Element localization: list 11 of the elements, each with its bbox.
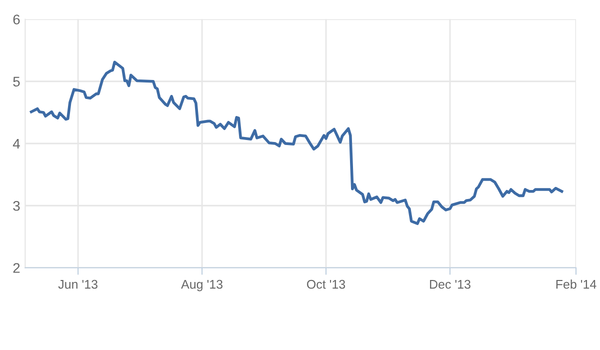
x-tick-label: Oct '13 (306, 280, 346, 289)
y-tick-label: 3 (13, 200, 20, 211)
x-tick-label: Aug '13 (181, 280, 222, 292)
line-series (30, 60, 564, 226)
y-tick-label: 5 (13, 76, 20, 87)
x-tick-label: Jun '13 (58, 280, 98, 289)
y-tick-label: 6 (13, 14, 20, 24)
y-tick-label: 2 (13, 263, 20, 273)
y-tick-label: 4 (12, 138, 20, 149)
x-tick-label: Feb '14 (556, 280, 596, 289)
x-tick-label: Dec '13 (430, 280, 470, 289)
